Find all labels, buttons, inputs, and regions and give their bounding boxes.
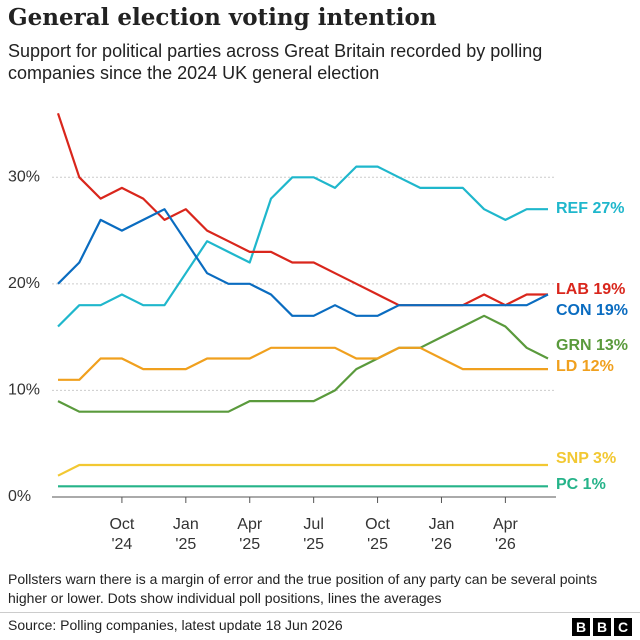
x-tick-label-line: '25: [175, 536, 196, 553]
x-tick-label: Apr '25: [237, 516, 263, 553]
series-label: SNP 3%: [556, 450, 616, 467]
y-tick-label: 20%: [8, 275, 40, 292]
x-tick-label-line: '26: [495, 536, 516, 553]
x-tick-label-line: '24: [111, 536, 132, 553]
logo: B B C: [572, 618, 632, 636]
x-tick-label-line: Jul: [303, 516, 323, 533]
divider: [0, 612, 640, 613]
series-line: [57, 463, 548, 477]
x-tick-label-line: Apr: [237, 516, 263, 533]
series-line: [57, 208, 549, 317]
x-tick-label-line: '25: [303, 536, 324, 553]
x-tick-label-line: Oct: [109, 516, 134, 533]
x-tick-label-line: '25: [367, 536, 388, 553]
series-label: REF 27%: [556, 200, 624, 217]
x-tick-label-line: Apr: [493, 516, 519, 533]
series-line: [57, 165, 548, 328]
source: Source: Polling companies, latest update…: [8, 617, 343, 633]
x-tick-label-line: '26: [431, 536, 452, 553]
chart-title: General election voting intention: [8, 4, 437, 31]
x-tick-label-line: Jan: [429, 516, 455, 533]
series-label: LD 12%: [556, 358, 614, 375]
series-line: [58, 346, 548, 381]
series-line: [56, 112, 548, 307]
series-line: [57, 314, 549, 413]
x-tick-label: Oct '25: [365, 516, 390, 553]
x-tick-label-line: Oct: [365, 516, 390, 533]
x-tick-label: Jul '25: [303, 516, 324, 553]
y-tick-label: 30%: [8, 168, 40, 185]
footnote: Pollsters warn there is a margin of erro…: [8, 571, 598, 606]
y-tick-label: 10%: [8, 382, 40, 399]
logo-letter: C: [614, 618, 632, 636]
x-tick-label-line: '25: [239, 536, 260, 553]
series-label: PC 1%: [556, 476, 606, 493]
x-tick-label: Apr '26: [493, 516, 519, 553]
x-tick-label: Jan '25: [173, 516, 199, 553]
series-label: GRN 13%: [556, 337, 628, 354]
chart-subtitle: Support for political parties across Gre…: [8, 41, 543, 83]
chart: 0% 10% 20% 30% Oct '24 Jan '25 Apr '25 Jul '25 Oct '2…: [8, 112, 628, 553]
x-tick-label: Jan '26: [429, 516, 455, 553]
series-label: CON 19%: [556, 302, 628, 319]
x-tick-label-line: Jan: [173, 516, 199, 533]
logo-letter: B: [593, 618, 611, 636]
logo-letter: B: [572, 618, 590, 636]
y-tick-label: 0%: [8, 488, 31, 505]
x-tick-label: Oct '24: [109, 516, 134, 553]
series-label: LAB 19%: [556, 281, 625, 298]
